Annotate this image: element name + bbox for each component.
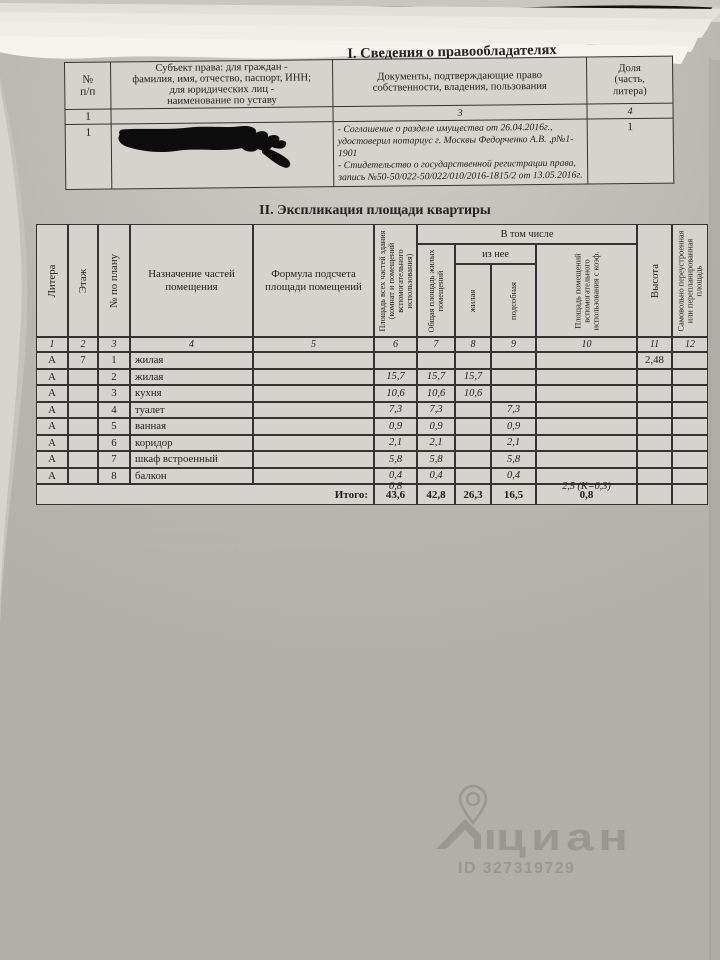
svg-text:ID 327319729: ID 327319729	[458, 860, 575, 877]
svg-text:циан: циан	[496, 817, 633, 859]
